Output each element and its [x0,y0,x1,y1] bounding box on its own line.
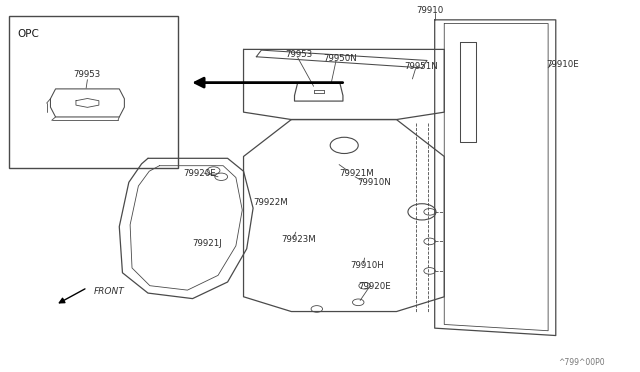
Text: 79950N: 79950N [323,54,357,63]
Text: FRONT: FRONT [94,287,125,296]
Text: 79921J: 79921J [193,239,222,248]
Text: 79910: 79910 [416,6,444,15]
Bar [9,16,178,167]
Text: ^799^00P0: ^799^00P0 [558,358,605,367]
Text: 79951N: 79951N [404,61,438,71]
Text: 79922M: 79922M [253,198,288,207]
Text: 79923M: 79923M [282,235,317,244]
Text: 79953: 79953 [285,51,312,60]
Text: 79921M: 79921M [339,169,374,177]
Text: 79910H: 79910H [351,261,385,270]
Text: 79910E: 79910E [546,60,579,69]
Text: 79910N: 79910N [357,178,390,187]
Text: 79920E: 79920E [358,282,391,291]
Text: 79920E: 79920E [183,169,216,177]
Text: OPC: OPC [17,29,39,39]
Text: 79953: 79953 [74,70,101,79]
